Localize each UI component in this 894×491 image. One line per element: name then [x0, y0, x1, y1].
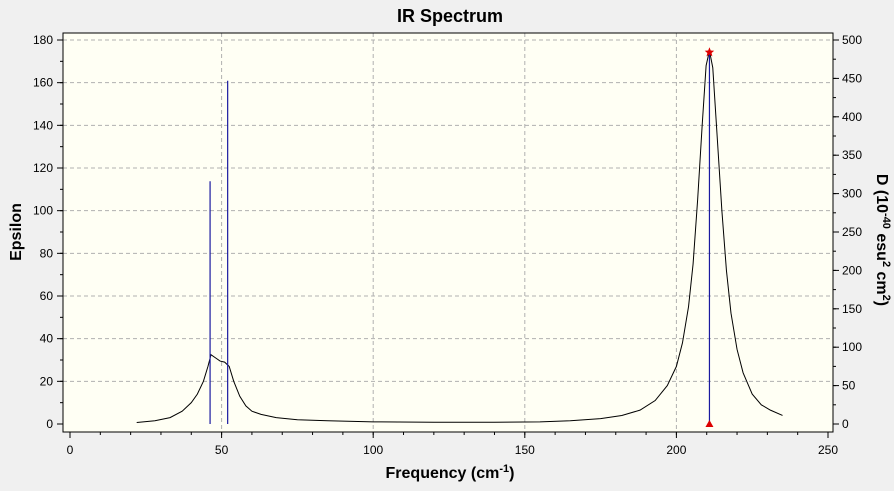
y-right-tick-label: 0 — [842, 417, 849, 431]
y-left-tick-label: 140 — [33, 118, 53, 132]
y-right-title-sup1: -40 — [880, 213, 892, 229]
y-right-tick-label: 50 — [842, 379, 856, 393]
x-axis-title-base: Frequency (cm — [386, 465, 500, 482]
y-right-tick-label: 500 — [842, 33, 862, 47]
x-tick-label: 200 — [666, 443, 686, 457]
x-axis-title: Frequency (cm-1) — [386, 463, 515, 482]
y-right-title-p4: ) — [873, 301, 890, 306]
y-left-tick-label: 60 — [40, 289, 54, 303]
y-left-tick-label: 100 — [33, 204, 53, 218]
y-left-tick-label: 0 — [46, 417, 53, 431]
y-right-title-p3: cm — [873, 267, 890, 295]
y-right-tick-label: 450 — [842, 71, 862, 85]
y-left-tick-label: 80 — [40, 246, 54, 260]
plot-area — [63, 33, 833, 432]
y-right-title-sup3: 2 — [880, 295, 892, 301]
y-right-tick-label: 350 — [842, 148, 862, 162]
x-tick-label: 50 — [215, 443, 229, 457]
plot-frame — [62, 32, 834, 433]
y-left-tick-label: 160 — [33, 76, 53, 90]
x-axis-title-sup: -1 — [499, 463, 509, 475]
axes: 0 50 100 150 200 250 0 20 40 60 80 100 120 140 160 180 0… — [33, 32, 862, 457]
y-right-tick-label: 150 — [842, 302, 862, 316]
y-axis-right-title: D (10-40 esu2 cm2) — [873, 174, 892, 306]
grid-lines — [63, 33, 833, 432]
x-tick-label: 100 — [363, 443, 383, 457]
selected-peak-top-marker — [704, 47, 715, 57]
y-right-title-sup2: 2 — [880, 261, 892, 267]
y-left-tick-label: 40 — [40, 332, 54, 346]
y-right-tick-label: 300 — [842, 187, 862, 201]
y-right-tick-label: 400 — [842, 110, 862, 124]
selected-peak-base-marker — [705, 420, 714, 427]
y-right-title-p1: D (10 — [873, 174, 890, 213]
x-tick-label: 150 — [515, 443, 535, 457]
stick-layer — [209, 47, 715, 427]
chart-title: IR Spectrum — [397, 6, 503, 26]
x-axis-title-tail: ) — [509, 465, 514, 482]
spectrum-layer — [136, 50, 783, 424]
y-right-tick-label: 200 — [842, 263, 862, 277]
x-tick-label: 250 — [818, 443, 838, 457]
y-left-tick-label: 20 — [40, 374, 54, 388]
y-right-tick-label: 100 — [842, 340, 862, 354]
y-left-tick-label: 120 — [33, 161, 53, 175]
y-right-tick-label: 250 — [842, 225, 862, 239]
spectrum-line — [136, 50, 783, 424]
y-left-tick-label: 180 — [33, 33, 53, 47]
y-right-title-p2: esu — [873, 229, 890, 261]
x-tick-label: 0 — [67, 443, 74, 457]
y-axis-left-title: Epsilon — [8, 203, 25, 261]
